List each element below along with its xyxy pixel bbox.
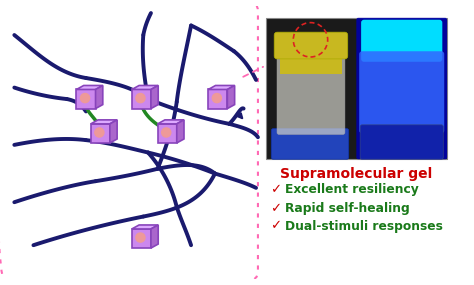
FancyBboxPatch shape xyxy=(280,36,342,74)
Polygon shape xyxy=(96,86,103,109)
Polygon shape xyxy=(91,120,117,124)
Polygon shape xyxy=(177,120,184,143)
FancyBboxPatch shape xyxy=(274,32,348,59)
Circle shape xyxy=(81,93,90,103)
FancyBboxPatch shape xyxy=(356,18,447,159)
Polygon shape xyxy=(208,86,235,89)
Polygon shape xyxy=(132,86,158,89)
Text: Excellent resiliency: Excellent resiliency xyxy=(285,183,419,196)
Polygon shape xyxy=(228,86,235,109)
Circle shape xyxy=(162,128,171,137)
Polygon shape xyxy=(151,225,158,248)
FancyBboxPatch shape xyxy=(265,18,447,159)
Text: Dual-stimuli responses: Dual-stimuli responses xyxy=(285,219,443,233)
Text: ✓: ✓ xyxy=(270,202,282,215)
Polygon shape xyxy=(132,229,151,248)
Polygon shape xyxy=(132,89,151,109)
Polygon shape xyxy=(76,89,96,109)
Polygon shape xyxy=(76,86,103,89)
Text: Supramolecular gel: Supramolecular gel xyxy=(280,167,432,181)
Text: Rapid self-healing: Rapid self-healing xyxy=(285,202,410,215)
FancyBboxPatch shape xyxy=(271,129,349,159)
Circle shape xyxy=(136,93,145,103)
Text: ✓: ✓ xyxy=(270,183,282,196)
Text: ✓: ✓ xyxy=(270,219,282,233)
FancyBboxPatch shape xyxy=(359,51,444,133)
Polygon shape xyxy=(208,89,228,109)
Polygon shape xyxy=(132,225,158,229)
Polygon shape xyxy=(158,120,184,124)
Circle shape xyxy=(95,128,104,137)
Polygon shape xyxy=(110,120,117,143)
Polygon shape xyxy=(91,124,110,143)
Polygon shape xyxy=(151,86,158,109)
FancyBboxPatch shape xyxy=(361,20,442,62)
FancyBboxPatch shape xyxy=(277,54,345,135)
FancyBboxPatch shape xyxy=(360,125,443,159)
Circle shape xyxy=(212,93,221,103)
Circle shape xyxy=(136,233,145,242)
Polygon shape xyxy=(158,124,177,143)
